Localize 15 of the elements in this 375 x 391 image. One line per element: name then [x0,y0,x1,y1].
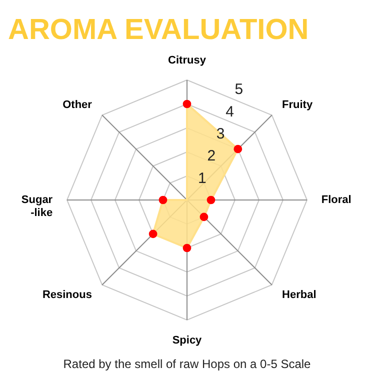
spoke-label: Citrusy [168,54,207,67]
spoke-label: Resinous [42,289,92,302]
y-tick-label: 4 [226,103,234,120]
text: Rated by the smell of raw Hops on a 0-5 Scale [63,357,312,371]
y-tick-label: 1 [198,170,206,187]
y-tick-label: 5 [234,81,244,98]
spoke-label: Fruity [282,98,314,111]
spoke-label: Herbal [282,289,316,302]
spoke-label: Other [62,98,93,111]
spoke-label: Spicy [172,334,203,346]
chart-title: AROMA EVALUATION [8,14,309,46]
spoke-label: Floral [321,194,352,206]
spoke-label: Sugar -like [21,194,54,219]
y-tick-label: 3 [216,125,225,142]
y-tick-label: 2 [207,148,216,165]
